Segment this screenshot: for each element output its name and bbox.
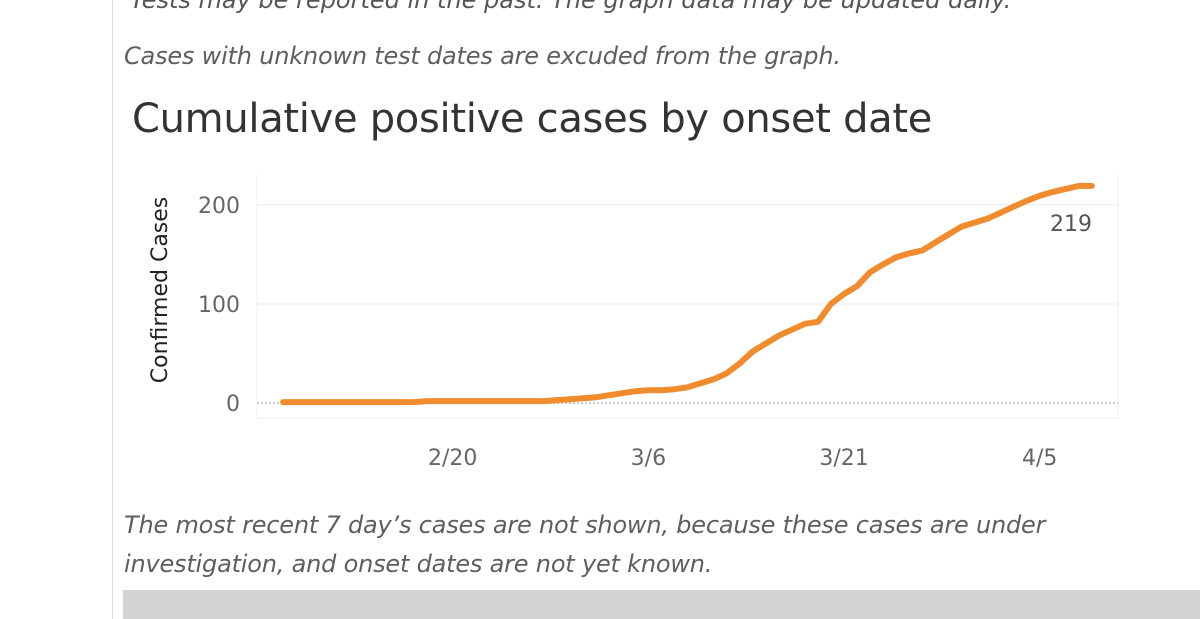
grid-lines bbox=[256, 175, 1119, 419]
y-axis-title: Confirmed Cases bbox=[148, 197, 173, 384]
end-value-label: 219 bbox=[1050, 212, 1092, 237]
excluded-cases-note: Cases with unknown test dates are excude… bbox=[124, 42, 841, 70]
x-tick-label: 3/6 bbox=[631, 446, 666, 471]
x-tick-label: 3/21 bbox=[819, 446, 868, 471]
series-lines bbox=[280, 182, 1095, 406]
left-border-rule bbox=[112, 0, 113, 619]
y-tick-label: 200 bbox=[198, 194, 240, 219]
y-tick-label: 0 bbox=[226, 392, 240, 417]
recent-cases-note: The most recent 7 day’s cases are not sh… bbox=[124, 511, 1046, 578]
x-axis-ticks: 2/20 3/6 3/21 4/5 bbox=[428, 446, 1057, 471]
y-tick-label: 100 bbox=[198, 293, 240, 318]
x-tick-label: 4/5 bbox=[1022, 446, 1057, 471]
cumulative-cases-line bbox=[280, 182, 1095, 406]
y-axis-ticks: 0 100 200 bbox=[198, 194, 240, 417]
chart-title: Cumulative positive cases by onset date bbox=[132, 96, 933, 142]
x-tick-label: 2/20 bbox=[428, 446, 477, 471]
footer-bar bbox=[123, 590, 1200, 619]
cut-off-text-line: Tests may be reported in the past. The g… bbox=[130, 0, 1012, 14]
